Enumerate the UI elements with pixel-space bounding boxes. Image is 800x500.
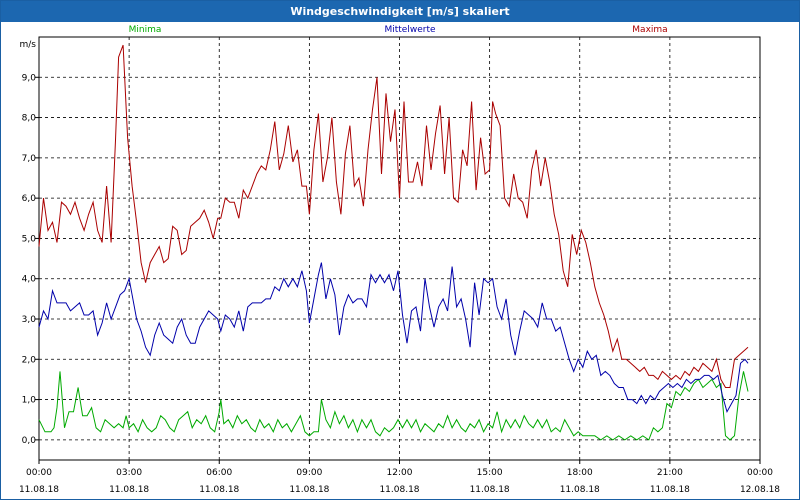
x-tick-label-date: 11.08.18 [109, 485, 149, 495]
y-tick-label: 9,0 [22, 73, 37, 83]
y-tick-label: 6,0 [22, 194, 37, 204]
x-tick-label-date: 11.08.18 [379, 485, 419, 495]
y-tick-label: 7,0 [22, 154, 37, 164]
x-tick-label-time: 21:00 [657, 468, 683, 478]
series-line-maxima [38, 44, 749, 388]
x-tick-label-time: 15:00 [477, 468, 503, 478]
y-tick-label: 3,0 [22, 315, 37, 325]
legend-entry-mittelwerte: Mittelwerte [384, 25, 435, 35]
series-line-mittelwerte [38, 262, 749, 414]
x-tick-label-date: 11.08.18 [560, 485, 600, 495]
legend-entry-maxima: Maxima [632, 25, 667, 35]
series-line-minima [38, 371, 749, 441]
x-tick-label-time: 00:00 [747, 468, 773, 478]
x-tick-label-date: 11.08.18 [199, 485, 239, 495]
y-tick-label: 2,0 [22, 355, 37, 365]
y-tick-label: 8,0 [22, 114, 37, 124]
x-tick-label-date: 12.08.18 [740, 485, 780, 495]
x-tick-label-date: 11.08.18 [470, 485, 510, 495]
x-tick-label-date: 11.08.18 [650, 485, 690, 495]
window-title: Windgeschwindigkeit [m/s] skaliert [1, 1, 799, 22]
x-tick-label-time: 09:00 [296, 468, 322, 478]
x-tick-label-date: 11.08.18 [19, 485, 59, 495]
x-tick-label-time: 00:00 [26, 468, 52, 478]
x-tick-label-time: 12:00 [387, 468, 413, 478]
x-tick-label-time: 18:00 [567, 468, 593, 478]
y-tick-label: 0,0 [22, 436, 37, 446]
y-tick-label: 1,0 [22, 396, 37, 406]
y-tick-label: 4,0 [22, 275, 37, 285]
x-tick-label-time: 03:00 [116, 468, 142, 478]
y-axis-label: m/s [20, 40, 37, 50]
x-tick-label-date: 11.08.18 [289, 485, 329, 495]
legend-entry-minima: Minima [129, 25, 162, 35]
y-tick-label: 5,0 [22, 234, 37, 244]
x-tick-label-time: 06:00 [206, 468, 232, 478]
